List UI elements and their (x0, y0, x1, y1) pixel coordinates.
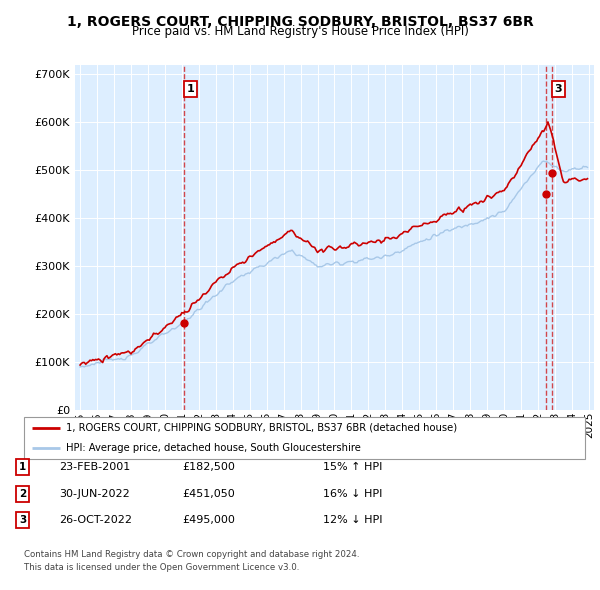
Text: 3: 3 (554, 84, 562, 94)
Text: 1, ROGERS COURT, CHIPPING SODBURY, BRISTOL, BS37 6BR: 1, ROGERS COURT, CHIPPING SODBURY, BRIST… (67, 15, 533, 29)
Text: 1, ROGERS COURT, CHIPPING SODBURY, BRISTOL, BS37 6BR (detached house): 1, ROGERS COURT, CHIPPING SODBURY, BRIST… (66, 422, 457, 432)
Text: Contains HM Land Registry data © Crown copyright and database right 2024.: Contains HM Land Registry data © Crown c… (24, 550, 359, 559)
Text: 12% ↓ HPI: 12% ↓ HPI (323, 516, 382, 525)
Text: 26-OCT-2022: 26-OCT-2022 (59, 516, 132, 525)
Text: £182,500: £182,500 (182, 463, 235, 472)
Text: 3: 3 (19, 516, 26, 525)
Text: 16% ↓ HPI: 16% ↓ HPI (323, 489, 382, 499)
Text: £451,050: £451,050 (182, 489, 235, 499)
Text: 15% ↑ HPI: 15% ↑ HPI (323, 463, 382, 472)
Text: 1: 1 (19, 463, 26, 472)
Text: Price paid vs. HM Land Registry's House Price Index (HPI): Price paid vs. HM Land Registry's House … (131, 25, 469, 38)
Text: This data is licensed under the Open Government Licence v3.0.: This data is licensed under the Open Gov… (24, 563, 299, 572)
Text: £495,000: £495,000 (182, 516, 235, 525)
Text: HPI: Average price, detached house, South Gloucestershire: HPI: Average price, detached house, Sout… (66, 443, 361, 453)
Text: 23-FEB-2001: 23-FEB-2001 (59, 463, 130, 472)
FancyBboxPatch shape (24, 417, 585, 459)
Text: 2: 2 (19, 489, 26, 499)
Text: 1: 1 (187, 84, 194, 94)
Text: 30-JUN-2022: 30-JUN-2022 (59, 489, 130, 499)
